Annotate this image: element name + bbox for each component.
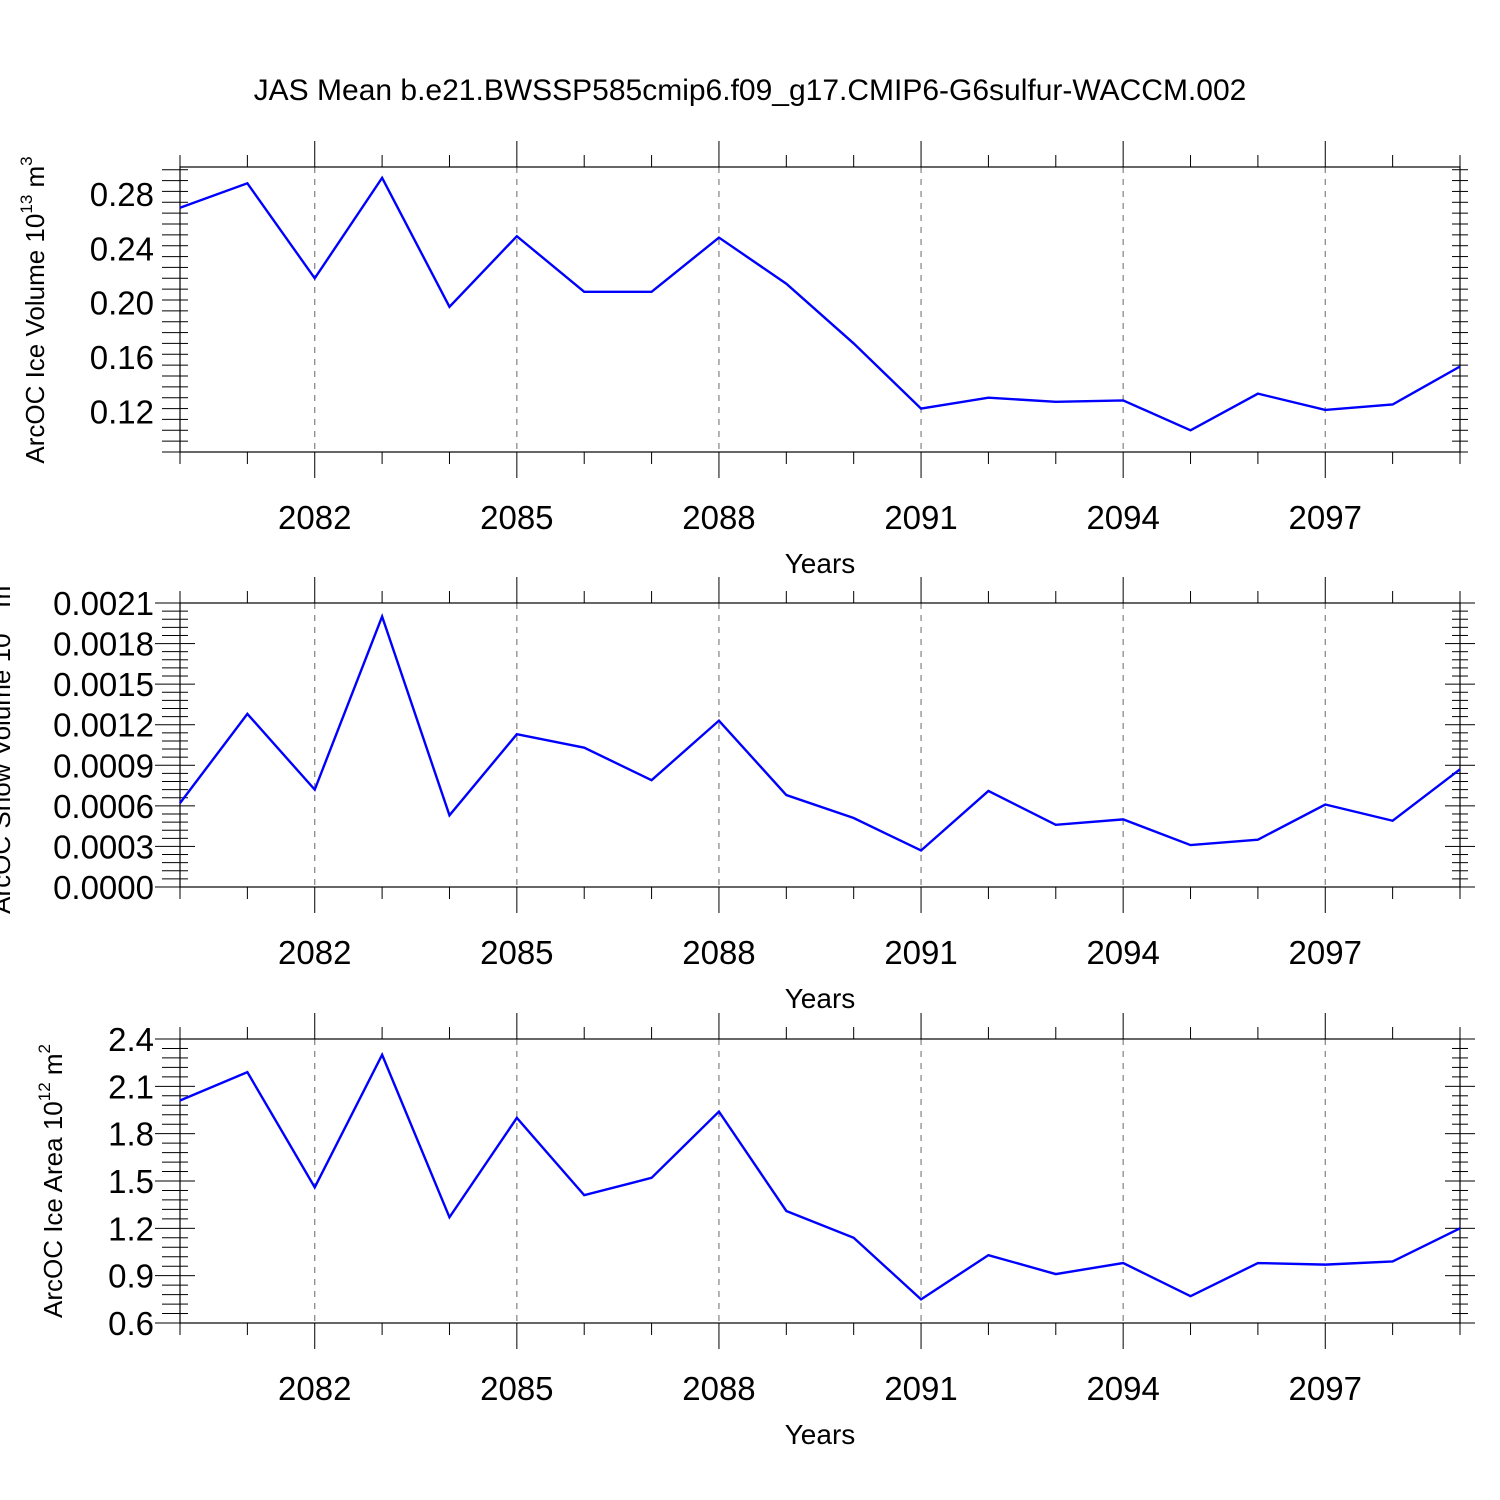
x-tick-label: 2097 (1289, 499, 1362, 536)
y-tick-label: 0.6 (108, 1305, 154, 1342)
plot-frame (179, 602, 1461, 888)
y-tick-label: 0.12 (90, 393, 154, 430)
x-axis-title: Years (785, 548, 856, 579)
y-axis-title-text: m (38, 1053, 68, 1082)
y-tick-label: 2.4 (108, 1021, 154, 1058)
y-tick-label: 0.0006 (53, 788, 154, 825)
y-tick-label: 0.0009 (53, 747, 154, 784)
x-tick-label: 2094 (1086, 499, 1159, 536)
y-axis-title-superscript: 2 (35, 1044, 54, 1053)
plot-frame (179, 166, 1461, 453)
x-tick-label: 2085 (480, 499, 553, 536)
x-tick-label: 2091 (884, 1370, 957, 1407)
x-tick-label: 2097 (1289, 934, 1362, 971)
y-tick-label: 0.20 (90, 285, 154, 322)
chart-panel-2: 2082 2085 2088 2091 2094 20970.00000.00030.00… (0, 576, 1475, 1014)
y-axis-title-text: ArcOC Ice Area 10 (38, 1101, 68, 1318)
y-tick-label: 0.16 (90, 339, 154, 376)
x-tick-label: 2094 (1086, 1370, 1159, 1407)
data-line (179, 613, 1461, 852)
plot-frame (179, 1038, 1461, 1324)
y-tick-label: 0.0000 (53, 869, 154, 906)
chart-panel-1: 2082 2085 2088 2091 2094 2097 0.12 0.16 0.20 0.24… (17, 141, 1468, 579)
x-tick-label: 2088 (682, 934, 755, 971)
y-axis-title-superscript: 13 (17, 195, 36, 214)
y-tick-label: 0.9 (108, 1258, 154, 1295)
x-tick-label: 2085 (480, 934, 553, 971)
chart-panel-3: 2082 2085 2088 2091 2094 2097 0.6 0.9 1.2 1.5 1.8 2… (35, 1013, 1475, 1450)
y-axis-title-superscript: 12 (35, 1082, 54, 1101)
x-tick-label: 2091 (884, 934, 957, 971)
panels: 2082 2085 2088 2091 2094 2097 0.12 0.16 0.20 0.24… (0, 141, 1475, 1450)
y-tick-label: 0.0012 (53, 707, 154, 744)
x-tick-label: 2091 (884, 499, 957, 536)
y-axis-title-superscript: 3 (0, 576, 2, 585)
y-tick-label: 1.2 (108, 1210, 154, 1247)
x-tick-label: 2082 (278, 499, 351, 536)
y-axis-title: ArcOC Ice Volume 1013 m3 (17, 156, 50, 463)
y-tick-label: 2.1 (108, 1068, 154, 1105)
x-tick-label: 2082 (278, 934, 351, 971)
x-tick-label: 2085 (480, 1370, 553, 1407)
y-axis-title-text: m (20, 166, 50, 195)
y-tick-label: 0.0003 (53, 828, 154, 865)
x-tick-label: 2088 (682, 499, 755, 536)
y-axis-title-superscript: 13 (0, 615, 2, 634)
y-axis-title-text: ArcOC Snow Volume 10 (0, 633, 16, 913)
y-axis-title-text: ArcOC Ice Volume 10 (20, 214, 50, 464)
y-tick-label: 0.0018 (53, 626, 154, 663)
data-line (179, 175, 1461, 432)
y-axis-title-text: m (0, 586, 16, 615)
x-axis-title: Years (785, 1419, 856, 1450)
x-axis-title: Years (785, 983, 856, 1014)
y-axis-title-superscript: 3 (17, 156, 36, 165)
y-tick-label: 0.0015 (53, 666, 154, 703)
figure-title: JAS Mean b.e21.BWSSP585cmip6.f09_g17.CMI… (254, 74, 1247, 107)
y-tick-label: 1.8 (108, 1116, 154, 1153)
x-tick-label: 2082 (278, 1370, 351, 1407)
data-line (179, 1051, 1461, 1301)
y-tick-label: 0.24 (90, 230, 154, 267)
x-tick-label: 2097 (1289, 1370, 1362, 1407)
x-tick-label: 2088 (682, 1370, 755, 1407)
y-axis-title: ArcOC Snow Volume 1013 m3 (0, 576, 16, 914)
y-axis-title: ArcOC Ice Area 1012 m2 (35, 1044, 68, 1318)
y-tick-label: 0.0021 (53, 585, 154, 622)
y-tick-label: 1.5 (108, 1163, 154, 1200)
x-tick-label: 2094 (1086, 934, 1159, 971)
y-tick-label: 0.28 (90, 176, 154, 213)
